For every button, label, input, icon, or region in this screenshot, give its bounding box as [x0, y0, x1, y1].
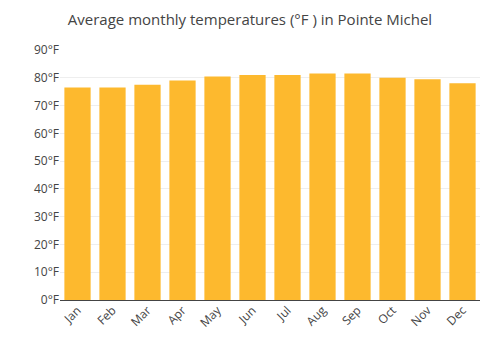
- svg-text:Jun: Jun: [234, 302, 259, 327]
- svg-text:90°F: 90°F: [34, 41, 59, 58]
- svg-text:80°F: 80°F: [34, 69, 59, 86]
- svg-text:Aug: Aug: [302, 302, 330, 330]
- svg-text:20°F: 20°F: [34, 236, 59, 253]
- svg-text:60°F: 60°F: [34, 125, 59, 142]
- svg-text:Jan: Jan: [60, 302, 85, 327]
- svg-text:40°F: 40°F: [34, 180, 59, 197]
- svg-text:30°F: 30°F: [34, 208, 59, 225]
- svg-text:Feb: Feb: [93, 302, 119, 328]
- svg-text:Apr: Apr: [164, 302, 190, 328]
- svg-text:Dec: Dec: [443, 302, 470, 329]
- svg-text:70°F: 70°F: [34, 97, 59, 114]
- svg-text:Sep: Sep: [338, 302, 365, 329]
- svg-text:10°F: 10°F: [34, 263, 59, 280]
- svg-text:May: May: [196, 301, 225, 330]
- svg-text:Mar: Mar: [127, 302, 155, 330]
- svg-text:0°F: 0°F: [41, 291, 59, 308]
- svg-text:Oct: Oct: [374, 302, 400, 328]
- svg-text:Average monthly temperatures (: Average monthly temperatures (°F ) in Po…: [68, 9, 432, 29]
- svg-text:Nov: Nov: [407, 302, 435, 330]
- svg-text:50°F: 50°F: [34, 152, 59, 169]
- svg-text:Jul: Jul: [272, 302, 294, 324]
